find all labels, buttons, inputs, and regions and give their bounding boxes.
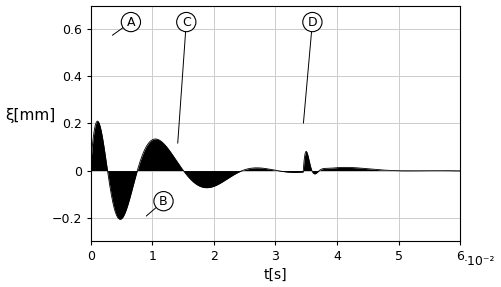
Text: D: D [304,15,317,123]
X-axis label: t[s]: t[s] [264,267,287,282]
Text: ·10⁻²: ·10⁻² [464,255,495,268]
Text: C: C [178,15,191,143]
Y-axis label: ξ[mm]: ξ[mm] [6,108,56,123]
Text: B: B [146,195,168,216]
Text: A: A [112,15,135,35]
